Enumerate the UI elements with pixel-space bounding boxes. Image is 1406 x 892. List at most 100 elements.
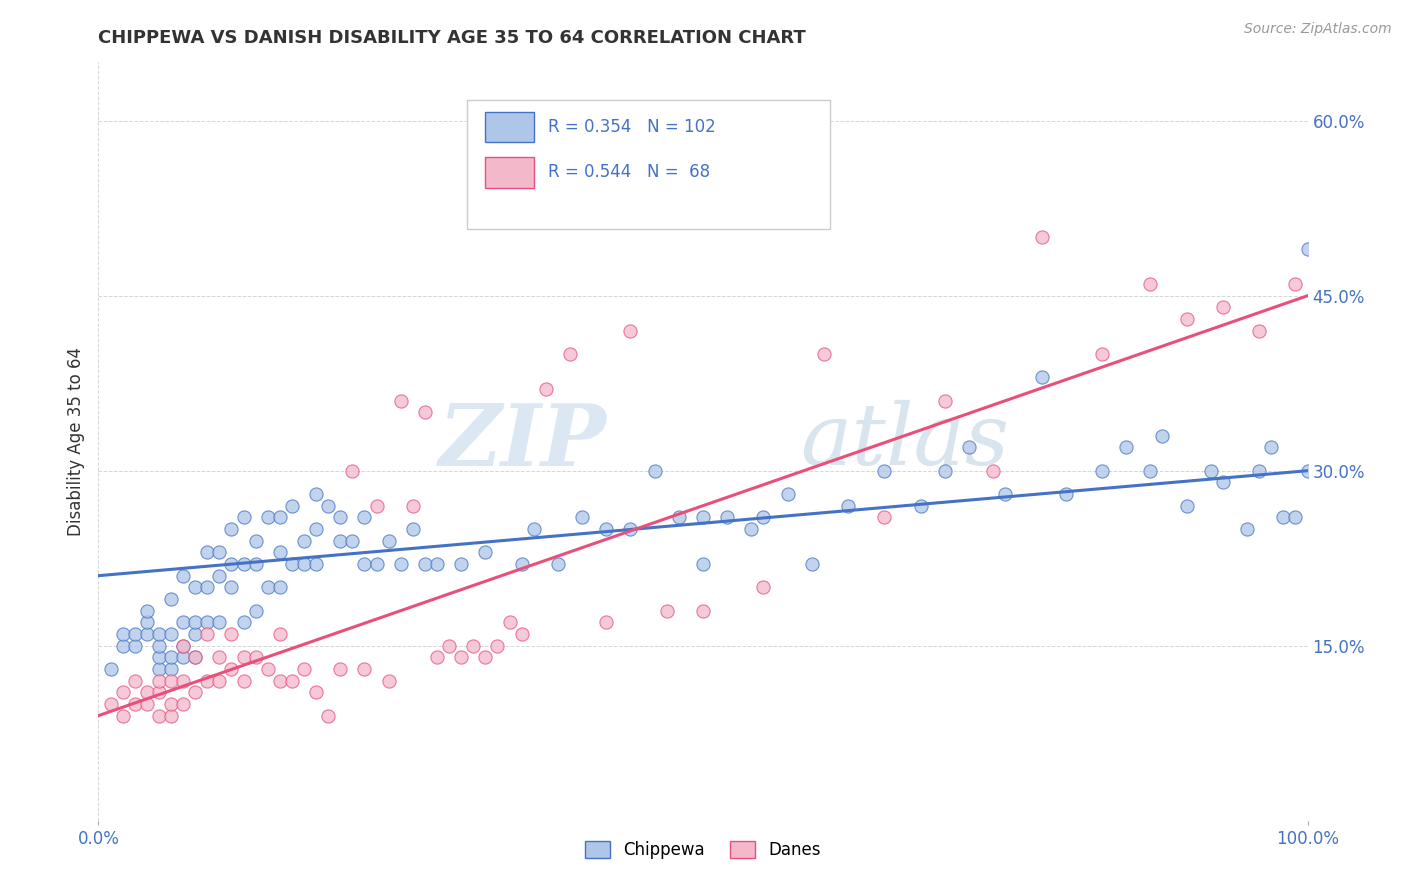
- Point: [1054, 487, 1077, 501]
- Point: [160, 650, 183, 665]
- Point: [655, 604, 678, 618]
- Point: [148, 650, 170, 665]
- Point: [256, 580, 278, 594]
- Point: [1031, 370, 1053, 384]
- Point: [172, 673, 194, 688]
- Point: [498, 615, 520, 630]
- Point: [1272, 510, 1295, 524]
- Point: [281, 673, 304, 688]
- Point: [172, 650, 194, 665]
- Point: [269, 627, 291, 641]
- Point: [208, 545, 231, 559]
- Point: [366, 499, 388, 513]
- Point: [402, 522, 425, 536]
- Point: [342, 464, 364, 478]
- Point: [172, 568, 194, 582]
- Point: [329, 533, 352, 548]
- Point: [305, 557, 328, 571]
- Point: [208, 568, 231, 582]
- Point: [160, 697, 183, 711]
- Point: [994, 487, 1017, 501]
- Point: [184, 580, 207, 594]
- Point: [160, 592, 183, 607]
- Point: [124, 697, 146, 711]
- Point: [776, 487, 799, 501]
- Point: [692, 510, 714, 524]
- Point: [221, 627, 243, 641]
- Point: [160, 708, 183, 723]
- Point: [366, 557, 388, 571]
- Point: [800, 557, 823, 571]
- Point: [160, 673, 183, 688]
- Point: [329, 662, 352, 676]
- Point: [148, 639, 170, 653]
- Point: [232, 615, 254, 630]
- Bar: [485, 157, 534, 187]
- Point: [124, 627, 146, 641]
- Point: [124, 639, 146, 653]
- Point: [619, 324, 641, 338]
- Point: [148, 708, 170, 723]
- Point: [981, 464, 1004, 478]
- Point: [813, 347, 835, 361]
- Point: [1139, 464, 1161, 478]
- Point: [329, 510, 352, 524]
- Point: [558, 347, 581, 361]
- Point: [426, 650, 449, 665]
- Point: [1296, 464, 1319, 478]
- Point: [619, 522, 641, 536]
- Point: [172, 639, 194, 653]
- Point: [184, 615, 207, 630]
- Point: [111, 627, 134, 641]
- Point: [1296, 242, 1319, 256]
- Point: [510, 627, 533, 641]
- Point: [1249, 464, 1271, 478]
- Legend: Chippewa, Danes: Chippewa, Danes: [578, 834, 828, 865]
- Point: [245, 533, 267, 548]
- Point: [184, 627, 207, 641]
- Point: [184, 685, 207, 699]
- Point: [1284, 277, 1306, 291]
- Point: [342, 533, 364, 548]
- Point: [195, 615, 218, 630]
- Point: [389, 393, 412, 408]
- Point: [135, 627, 157, 641]
- Bar: [485, 112, 534, 142]
- Point: [1091, 464, 1114, 478]
- Point: [232, 650, 254, 665]
- Point: [281, 499, 304, 513]
- Point: [1284, 510, 1306, 524]
- Point: [752, 510, 775, 524]
- Point: [692, 604, 714, 618]
- Point: [195, 673, 218, 688]
- Point: [873, 510, 896, 524]
- Point: [934, 393, 956, 408]
- Point: [135, 604, 157, 618]
- Point: [450, 650, 472, 665]
- Point: [1152, 428, 1174, 442]
- Point: [595, 522, 617, 536]
- Point: [873, 464, 896, 478]
- Text: atlas: atlas: [800, 401, 1010, 483]
- Point: [232, 510, 254, 524]
- Point: [160, 627, 183, 641]
- Point: [837, 499, 859, 513]
- Point: [148, 627, 170, 641]
- Point: [523, 522, 546, 536]
- Point: [389, 557, 412, 571]
- Point: [1212, 301, 1234, 315]
- Point: [245, 557, 267, 571]
- Point: [100, 697, 122, 711]
- Point: [716, 510, 738, 524]
- Point: [148, 662, 170, 676]
- Point: [148, 685, 170, 699]
- Point: [245, 650, 267, 665]
- Point: [281, 557, 304, 571]
- Point: [752, 580, 775, 594]
- Text: Source: ZipAtlas.com: Source: ZipAtlas.com: [1244, 22, 1392, 37]
- Point: [292, 662, 315, 676]
- Point: [668, 510, 690, 524]
- Point: [1236, 522, 1258, 536]
- Point: [1212, 475, 1234, 490]
- Point: [292, 557, 315, 571]
